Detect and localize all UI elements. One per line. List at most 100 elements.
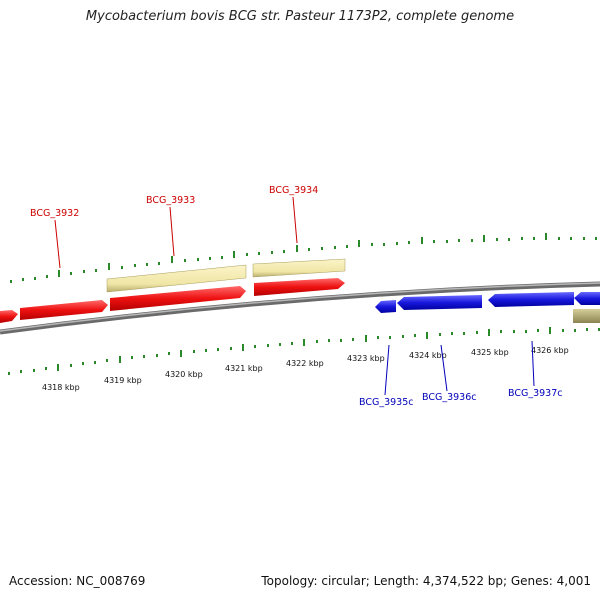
feature-block[interactable] bbox=[252, 258, 346, 278]
scale-tick bbox=[533, 237, 535, 240]
gene-arrow[interactable] bbox=[375, 300, 396, 313]
scale-tick-major bbox=[303, 339, 305, 346]
map-title: Mycobacterium bovis BCG str. Pasteur 117… bbox=[85, 9, 515, 24]
scale-label: 4323 kbp bbox=[347, 354, 385, 363]
feature-block[interactable] bbox=[573, 309, 600, 323]
scale-tick bbox=[340, 339, 342, 342]
scale-tick bbox=[334, 246, 336, 249]
gene-arrow[interactable] bbox=[254, 278, 345, 296]
scale-tick-major bbox=[242, 344, 244, 351]
scale-tick bbox=[8, 372, 10, 375]
scale-tick bbox=[377, 336, 379, 339]
scale-tick bbox=[258, 252, 260, 255]
scale-tick bbox=[279, 343, 281, 346]
scale-tick-major bbox=[483, 235, 485, 242]
inner-tick-ring bbox=[8, 327, 600, 375]
gene-arrow[interactable] bbox=[20, 300, 108, 320]
scale-tick-major bbox=[233, 251, 235, 258]
gene-arrow[interactable] bbox=[397, 295, 482, 310]
gene-arrow[interactable] bbox=[0, 310, 18, 323]
scale-label: 4318 kbp bbox=[42, 383, 80, 392]
scale-tick-major bbox=[171, 256, 173, 263]
scale-tick bbox=[131, 356, 133, 359]
scale-tick-major bbox=[488, 329, 490, 336]
scale-tick-major bbox=[119, 356, 121, 363]
gene-arrow[interactable] bbox=[574, 292, 600, 305]
gene-label-reverse[interactable]: BCG_3937c bbox=[508, 388, 563, 399]
scale-label: 4326 kbp bbox=[531, 346, 569, 355]
scale-tick bbox=[389, 336, 391, 339]
outer-tick-ring bbox=[10, 233, 597, 283]
scale-tick bbox=[134, 264, 136, 267]
scale-tick bbox=[82, 362, 84, 365]
scale-tick bbox=[95, 269, 97, 272]
scale-tick bbox=[500, 330, 502, 333]
scale-tick bbox=[476, 331, 478, 334]
gene-label-reverse[interactable]: BCG_3935c bbox=[359, 397, 414, 408]
scale-tick bbox=[20, 370, 22, 373]
scale-label: 4320 kbp bbox=[165, 370, 203, 379]
scale-tick-major bbox=[545, 233, 547, 240]
gene-label-forward[interactable]: BCG_3934 bbox=[269, 185, 318, 196]
scale-tick bbox=[22, 278, 24, 281]
scale-tick bbox=[33, 369, 35, 372]
forward-feature-track bbox=[106, 258, 346, 293]
scale-tick bbox=[146, 263, 148, 266]
scale-tick bbox=[525, 330, 527, 333]
scale-tick bbox=[508, 238, 510, 241]
scale-tick bbox=[328, 339, 330, 342]
gene-arrow[interactable] bbox=[488, 292, 574, 307]
label-leader bbox=[384, 344, 390, 396]
scale-tick bbox=[34, 277, 36, 280]
reverse-gene-labels: BCG_3935c BCG_3936c BCG_3937c bbox=[359, 340, 563, 408]
scale-tick bbox=[408, 241, 410, 244]
scale-tick bbox=[352, 338, 354, 341]
scale-tick bbox=[451, 332, 453, 335]
gene-label-forward[interactable]: BCG_3933 bbox=[146, 195, 195, 206]
scale-tick bbox=[184, 259, 186, 262]
scale-tick bbox=[537, 329, 539, 332]
scale-tick bbox=[121, 266, 123, 269]
scale-tick bbox=[221, 256, 223, 259]
scale-tick bbox=[396, 242, 398, 245]
scale-tick bbox=[598, 328, 600, 331]
scale-tick-major bbox=[421, 237, 423, 244]
scale-tick bbox=[496, 238, 498, 241]
scale-tick-major bbox=[58, 270, 60, 277]
scale-label: 4322 kbp bbox=[286, 359, 324, 368]
scale-tick bbox=[70, 364, 72, 367]
scale-tick-major bbox=[108, 263, 110, 270]
gene-arrow[interactable] bbox=[110, 286, 246, 311]
scale-tick-major bbox=[57, 364, 59, 371]
scale-tick bbox=[414, 334, 416, 337]
scale-tick bbox=[346, 245, 348, 248]
gene-label-forward[interactable]: BCG_3932 bbox=[30, 208, 79, 219]
scale-tick bbox=[205, 349, 207, 352]
scale-tick bbox=[209, 257, 211, 260]
scale-label: 4324 kbp bbox=[409, 351, 447, 360]
scale-tick bbox=[45, 367, 47, 370]
scale-tick bbox=[321, 247, 323, 250]
scale-tick-major bbox=[296, 245, 298, 252]
scale-tick bbox=[156, 354, 158, 357]
scale-tick bbox=[463, 332, 465, 335]
scale-tick bbox=[254, 345, 256, 348]
genome-backbone bbox=[0, 281, 600, 335]
scale-tick-major bbox=[180, 350, 182, 357]
scale-tick-major bbox=[426, 332, 428, 339]
gene-label-reverse[interactable]: BCG_3936c bbox=[422, 392, 477, 403]
scale-tick bbox=[83, 270, 85, 273]
label-leader bbox=[531, 340, 535, 387]
scale-tick-major bbox=[358, 240, 360, 247]
label-leader bbox=[169, 206, 175, 257]
genome-backbone-highlight bbox=[0, 282, 600, 332]
forward-gene-track bbox=[0, 278, 345, 323]
feature-block[interactable] bbox=[106, 264, 247, 293]
scale-label: 4321 kbp bbox=[225, 364, 263, 373]
scale-tick bbox=[458, 239, 460, 242]
scale-tick bbox=[283, 250, 285, 253]
scale-tick bbox=[439, 333, 441, 336]
scale-label: 4319 kbp bbox=[104, 376, 142, 385]
scale-tick bbox=[558, 237, 560, 240]
scale-tick bbox=[217, 348, 219, 351]
